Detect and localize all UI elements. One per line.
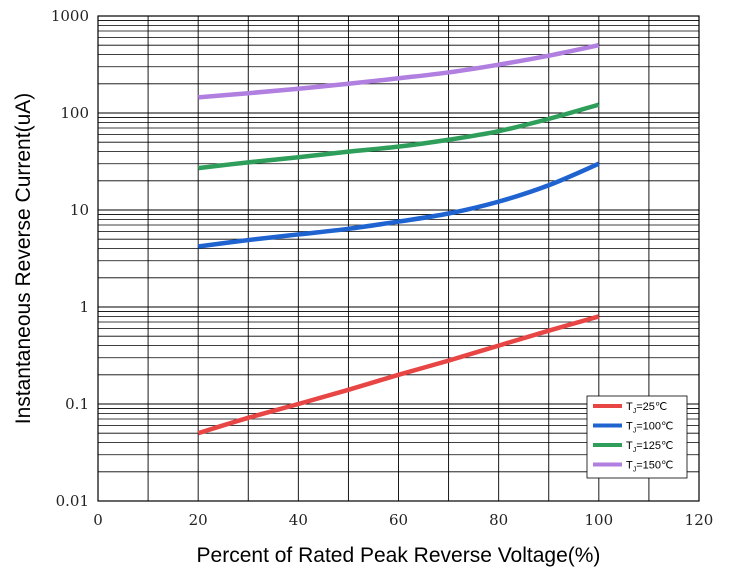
legend-label: TJ=125℃ xyxy=(626,440,673,454)
x-tick-label: 120 xyxy=(685,511,714,529)
series-line-2 xyxy=(197,102,600,171)
x-axis-title: Percent of Rated Peak Reverse Voltage(%) xyxy=(197,544,601,567)
y-tick-label: 0.1 xyxy=(65,395,89,413)
series-lines xyxy=(197,42,600,436)
y-tick-label: 1000 xyxy=(51,7,89,25)
series-line-3 xyxy=(197,42,600,100)
x-tick-label: 0 xyxy=(93,511,103,529)
x-tick-label: 80 xyxy=(489,511,508,529)
y-tick-label: 0.01 xyxy=(56,492,89,510)
y-tick-label: 100 xyxy=(60,104,89,122)
x-tick-label: 100 xyxy=(585,511,614,529)
series-line-0 xyxy=(197,314,600,436)
x-tick-label: 40 xyxy=(289,511,308,529)
x-tick-label: 60 xyxy=(389,511,408,529)
x-tick-label: 20 xyxy=(189,511,208,529)
series-line-1 xyxy=(197,161,600,249)
y-tick-label: 1 xyxy=(79,298,89,316)
legend-label: TJ=25℃ xyxy=(626,401,667,415)
y-tick-label: 10 xyxy=(70,201,89,219)
plot-frame xyxy=(97,15,700,502)
legend-label: TJ=150℃ xyxy=(626,460,673,474)
tick-labels: 0 20 40 60 80 100 120 0.01 0.1 1 10 100 1000 xyxy=(51,7,714,529)
legend-label: TJ=100℃ xyxy=(626,421,673,435)
legend: TJ=25℃ TJ=100℃ TJ=125℃ TJ=150℃ xyxy=(586,395,688,479)
y-axis-title: Instantaneous Reverse Current(uA) xyxy=(12,93,35,425)
